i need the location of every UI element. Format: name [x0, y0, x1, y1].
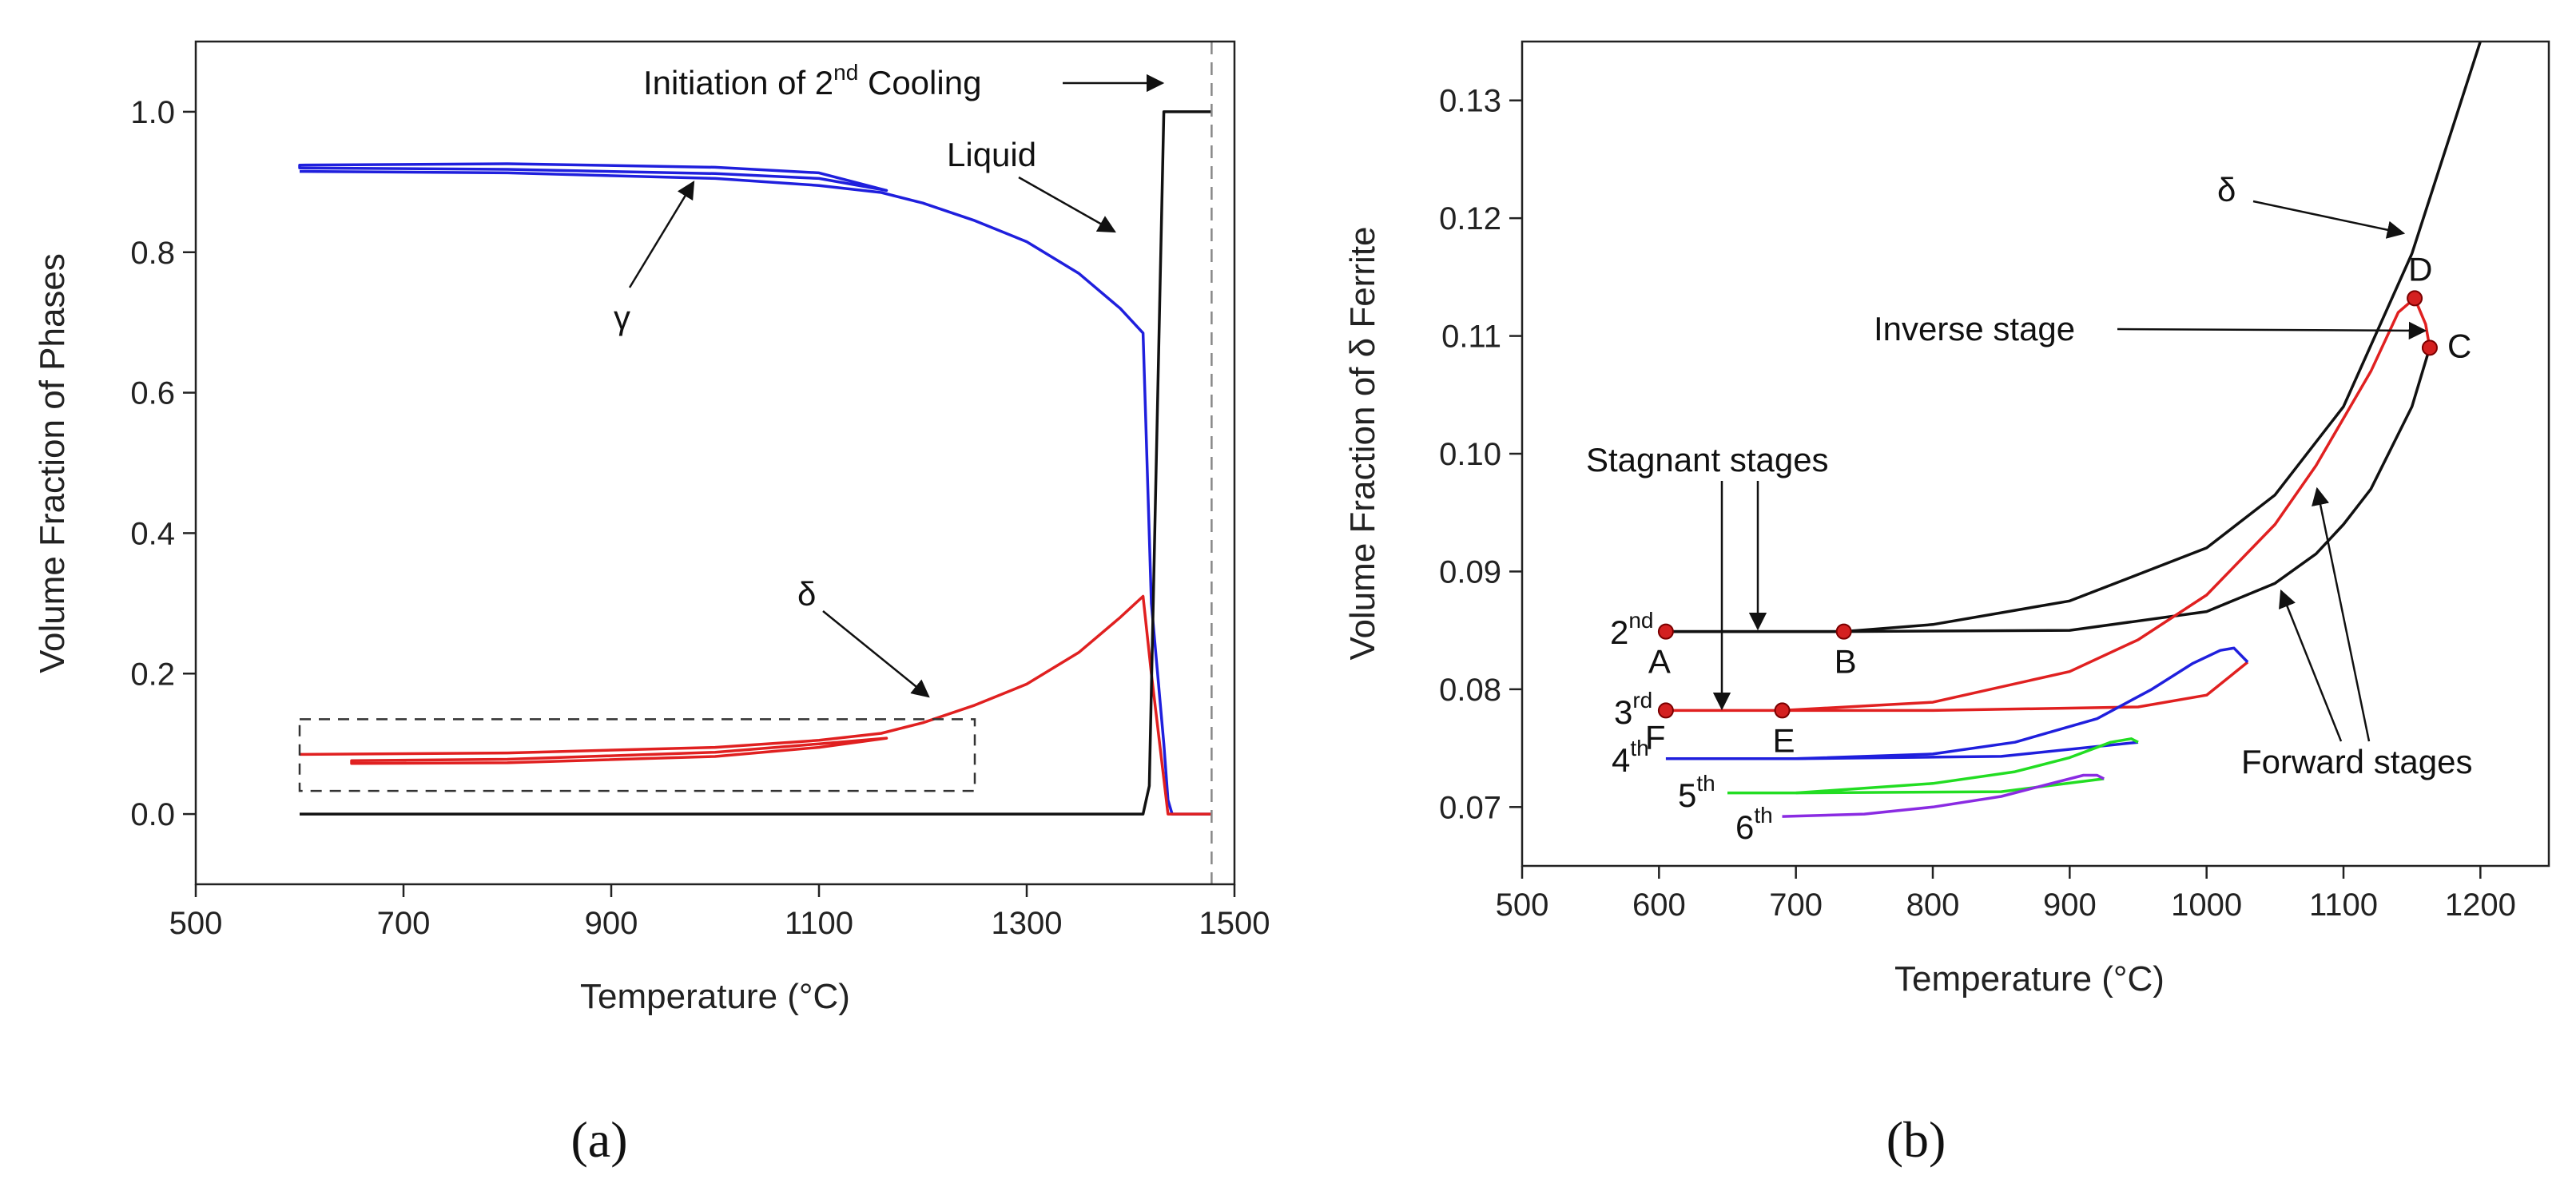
- chart-a-y-axis-title: Volume Fraction of Phases: [33, 253, 72, 673]
- chart-b-x-tick-label: 1200: [2445, 887, 2516, 923]
- chart-b-x-tick-label: 700: [1769, 887, 1823, 923]
- chart-b-y-tick-label: 0.12: [1439, 201, 1501, 236]
- chart-a-series-: [299, 594, 1212, 816]
- chart-b-series-heating: [1665, 41, 2482, 633]
- point-c: [2421, 339, 2438, 356]
- chart-a-series-loops: [298, 162, 888, 193]
- chart-b-x-tick-label: 800: [1906, 887, 1960, 923]
- chart-b-x-tick-label: 500: [1496, 887, 1549, 923]
- chart-b-series-2nd-cycle-forward: [1665, 347, 2431, 633]
- cycle-label-5th: 5th: [1678, 771, 1715, 814]
- point-label-d: D: [2408, 250, 2432, 288]
- chart-b-x-axis-title: Temperature (°C): [1894, 959, 2165, 999]
- chart-a-x-tick-label: 1500: [1199, 906, 1270, 941]
- chart-b-y-tick-label: 0.07: [1439, 790, 1501, 825]
- chart-b-y-tick-label: 0.10: [1439, 437, 1501, 472]
- annotation-gamma-arrow: [628, 181, 695, 288]
- chart-a-plot-frame: [194, 40, 1236, 886]
- point-label-a: A: [1648, 643, 1671, 681]
- chart-a-y-axis: 0.0 0.2 0.4 0.6 0.8 1.0: [130, 95, 196, 832]
- chart-b-series-3rd-cycle-return: [1782, 661, 2249, 713]
- annotation-delta-b: δ: [2217, 171, 2236, 208]
- annotation-initiation-cooling: Initiation of 2nd Cooling: [643, 60, 981, 101]
- cycle-label-6th: 6th: [1735, 803, 1773, 846]
- annotation-inverse-stage: Inverse stage: [1874, 310, 2075, 347]
- chart-a-series-liquid: [300, 110, 1212, 816]
- chart-a-y-tick-label: 0.2: [130, 657, 175, 692]
- chart-a-series-loops: [350, 736, 888, 765]
- chart-b-y-tick-label: 0.09: [1439, 554, 1501, 590]
- annotation-forward-arrow-1: [2312, 486, 2371, 742]
- chart-a-y-tick-label: 0.0: [130, 797, 175, 832]
- annotation-delta-b-arrow: [2252, 200, 2406, 239]
- annotation-liquid-arrow: [1018, 176, 1116, 233]
- annotation-inverse-arrow: [2117, 321, 2427, 340]
- annotation-stagnant-stages: Stagnant stages: [1586, 441, 1829, 478]
- cycle-label-3rd: 3rd: [1614, 688, 1652, 731]
- chart-b-y-tick-label: 0.13: [1439, 84, 1501, 119]
- chart-b-x-axis: 500 600 700 800 900 1000 1100 1200: [1496, 866, 2516, 923]
- cycle-label-2nd: 2nd: [1610, 608, 1654, 651]
- point-label-b: B: [1835, 643, 1857, 681]
- chart-a-y-tick-label: 0.4: [130, 516, 175, 551]
- chart-a-series-: [299, 169, 1212, 816]
- annotation-forward-stages: Forward stages: [2241, 743, 2472, 780]
- chart-b-series-4th-cycle-return: [1795, 740, 2139, 760]
- chart-b-points-layer: A B C D E F: [1645, 250, 2471, 759]
- point-label-e: E: [1773, 721, 1795, 759]
- chart-a-x-axis-title: Temperature (°C): [580, 977, 850, 1016]
- chart-b-x-tick-label: 1000: [2171, 887, 2242, 923]
- chart-a-x-tick-label: 700: [377, 906, 431, 941]
- cycle-label-4th: 4th: [1612, 736, 1649, 779]
- chart-b-y-axis: 0.07 0.08 0.09 0.10 0.11 0.12 0.13: [1439, 84, 1522, 825]
- chart-b-y-axis-title: Volume Fraction of δ Ferrite: [1343, 227, 1382, 661]
- chart-a-series-layer: [298, 110, 1212, 816]
- chart-panel-a: 500 700 900 1100 1300 1500 0.0 0.2 0.4 0.6 0.8 1.0…: [33, 40, 1270, 1168]
- annotation-forward-arrow-2: [2279, 589, 2343, 742]
- chart-a-y-tick-label: 1.0: [130, 95, 175, 130]
- chart-b-series-5th-cycle: [1727, 737, 2139, 795]
- point-f: [1657, 702, 1674, 719]
- chart-b-series-5th-cycle-return: [1795, 777, 2105, 795]
- chart-b-series-layer: [1665, 41, 2482, 818]
- point-a: [1657, 623, 1674, 640]
- chart-b-series-6th-cycle: [1782, 773, 2105, 818]
- chart-a-x-tick-label: 900: [585, 906, 638, 941]
- chart-a-inset-box: [298, 718, 976, 792]
- point-label-f: F: [1645, 718, 1666, 756]
- chart-b-x-tick-label: 1100: [2309, 887, 2378, 923]
- chart-a-x-tick-label: 1100: [785, 906, 853, 941]
- chart-a-y-tick-label: 0.6: [130, 376, 175, 411]
- chart-b-x-tick-label: 600: [1632, 887, 1686, 923]
- point-d: [2407, 290, 2423, 307]
- panel-label-a: (a): [570, 1111, 627, 1168]
- chart-a-x-tick-label: 500: [169, 906, 223, 941]
- point-e: [1774, 702, 1791, 719]
- point-label-c: C: [2447, 327, 2471, 364]
- annotation-delta-a: δ: [797, 575, 816, 613]
- chart-b-x-tick-label: 900: [2043, 887, 2097, 923]
- annotation-liquid: Liquid: [947, 136, 1036, 173]
- chart-a-x-tick-label: 1300: [992, 906, 1063, 941]
- point-b: [1835, 623, 1852, 640]
- panel-label-b: (b): [1886, 1111, 1946, 1168]
- chart-b-y-tick-label: 0.08: [1439, 673, 1501, 708]
- chart-b-y-tick-label: 0.11: [1441, 320, 1501, 355]
- chart-a-x-axis: 500 700 900 1100 1300 1500: [169, 884, 1270, 941]
- chart-b-series-4th-cycle: [1665, 646, 2249, 760]
- annotation-delta-a-arrow: [822, 610, 930, 698]
- chart-a-y-tick-label: 0.8: [130, 236, 175, 271]
- chart-b-series-3rd-cycle: [1665, 297, 2416, 713]
- annotation-gamma: γ: [614, 299, 630, 336]
